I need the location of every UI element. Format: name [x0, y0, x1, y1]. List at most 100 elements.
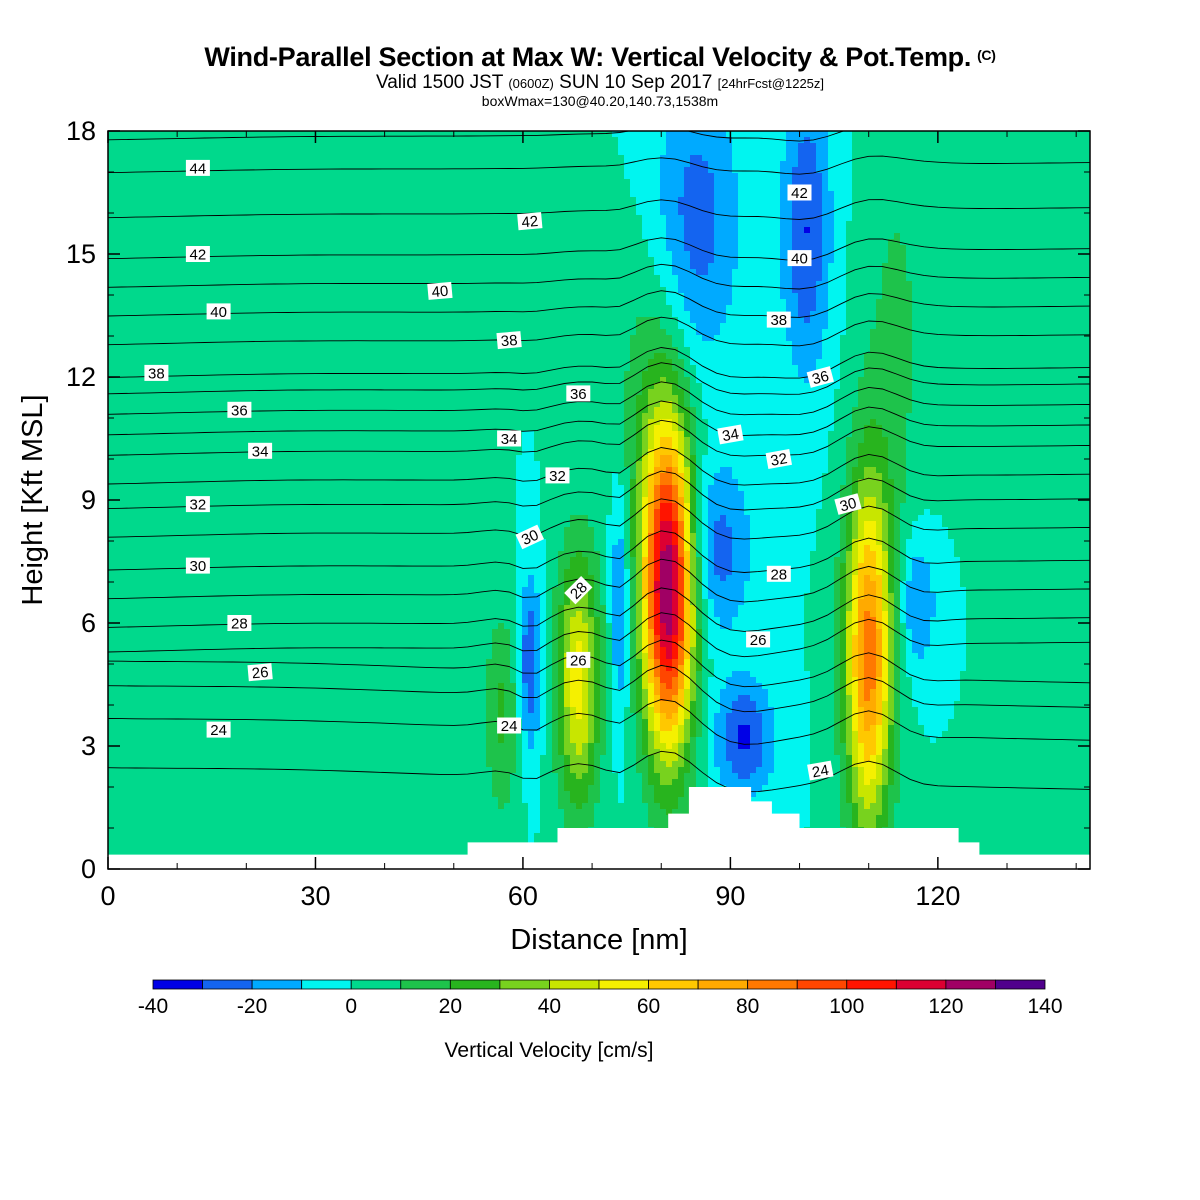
velocity-cell	[168, 803, 175, 810]
velocity-cell	[336, 215, 343, 222]
velocity-cell	[240, 671, 247, 678]
velocity-cell	[180, 227, 187, 234]
velocity-cell	[168, 455, 175, 462]
velocity-cell	[294, 371, 301, 378]
velocity-cell	[174, 293, 181, 300]
velocity-cell	[198, 821, 205, 828]
velocity-cell	[198, 185, 205, 192]
velocity-cell	[336, 245, 343, 252]
velocity-cell	[126, 581, 133, 588]
velocity-cell	[342, 491, 349, 498]
velocity-cell	[216, 635, 223, 642]
velocity-cell	[150, 191, 157, 198]
velocity-cell	[114, 527, 121, 534]
velocity-cell	[228, 671, 235, 678]
velocity-cell	[126, 425, 133, 432]
velocity-cell	[258, 755, 265, 762]
velocity-cell	[336, 413, 343, 420]
velocity-cell	[174, 701, 181, 708]
velocity-cell	[132, 275, 139, 282]
velocity-cell	[120, 797, 127, 804]
velocity-cell	[210, 815, 217, 822]
velocity-cell	[318, 359, 325, 366]
velocity-cell	[144, 455, 151, 462]
velocity-cell	[324, 599, 331, 606]
velocity-cell	[246, 149, 253, 156]
velocity-cell	[150, 449, 157, 456]
velocity-cell	[138, 527, 145, 534]
velocity-cell	[276, 467, 283, 474]
velocity-cell	[210, 389, 217, 396]
velocity-cell	[114, 569, 121, 576]
velocity-cell	[246, 797, 253, 804]
velocity-cell	[216, 773, 223, 780]
velocity-cell	[210, 275, 217, 282]
velocity-cell	[144, 761, 151, 768]
velocity-cell	[282, 641, 289, 648]
velocity-cell	[294, 503, 301, 510]
velocity-cell	[186, 263, 193, 270]
velocity-cell	[240, 473, 247, 480]
velocity-cell	[294, 395, 301, 402]
velocity-cell	[180, 491, 187, 498]
velocity-cell	[210, 461, 217, 468]
velocity-cell	[204, 317, 211, 324]
velocity-cell	[240, 479, 247, 486]
velocity-cell	[294, 245, 301, 252]
velocity-cell	[108, 527, 115, 534]
velocity-cell	[342, 287, 349, 294]
velocity-cell	[186, 413, 193, 420]
velocity-cell	[222, 353, 229, 360]
velocity-cell	[282, 401, 289, 408]
velocity-cell	[108, 533, 115, 540]
velocity-cell	[126, 167, 133, 174]
velocity-cell	[222, 845, 229, 852]
velocity-cell	[282, 695, 289, 702]
velocity-cell	[192, 215, 199, 222]
velocity-cell	[342, 443, 349, 450]
velocity-cell	[210, 617, 217, 624]
velocity-cell	[120, 371, 127, 378]
velocity-cell	[186, 401, 193, 408]
velocity-cell	[108, 131, 115, 138]
velocity-cell	[276, 785, 283, 792]
velocity-cell	[210, 227, 217, 234]
velocity-cell	[276, 665, 283, 672]
velocity-cell	[126, 203, 133, 210]
velocity-cell	[180, 803, 187, 810]
velocity-cell	[132, 185, 139, 192]
velocity-cell	[306, 791, 313, 798]
velocity-cell	[108, 407, 115, 414]
velocity-cell	[144, 167, 151, 174]
velocity-cell	[144, 155, 151, 162]
velocity-cell	[198, 263, 205, 270]
velocity-cell	[300, 605, 307, 612]
velocity-cell	[228, 833, 235, 840]
velocity-cell	[132, 221, 139, 228]
velocity-cell	[288, 383, 295, 390]
velocity-cell	[276, 491, 283, 498]
velocity-cell	[162, 197, 169, 204]
velocity-cell	[246, 605, 253, 612]
velocity-cell	[264, 521, 271, 528]
velocity-cell	[186, 179, 193, 186]
velocity-cell	[168, 461, 175, 468]
velocity-cell	[336, 149, 343, 156]
velocity-cell	[204, 527, 211, 534]
velocity-cell	[138, 461, 145, 468]
velocity-cell	[300, 365, 307, 372]
velocity-cell	[228, 281, 235, 288]
velocity-cell	[348, 485, 355, 492]
velocity-cell	[282, 353, 289, 360]
velocity-cell	[240, 137, 247, 144]
velocity-cell	[312, 821, 319, 828]
velocity-cell	[144, 179, 151, 186]
velocity-cell	[336, 695, 343, 702]
velocity-cell	[126, 329, 133, 336]
velocity-cell	[192, 305, 199, 312]
velocity-cell	[252, 509, 259, 516]
velocity-cell	[204, 599, 211, 606]
velocity-cell	[210, 431, 217, 438]
velocity-cell	[180, 575, 187, 582]
velocity-cell	[150, 167, 157, 174]
